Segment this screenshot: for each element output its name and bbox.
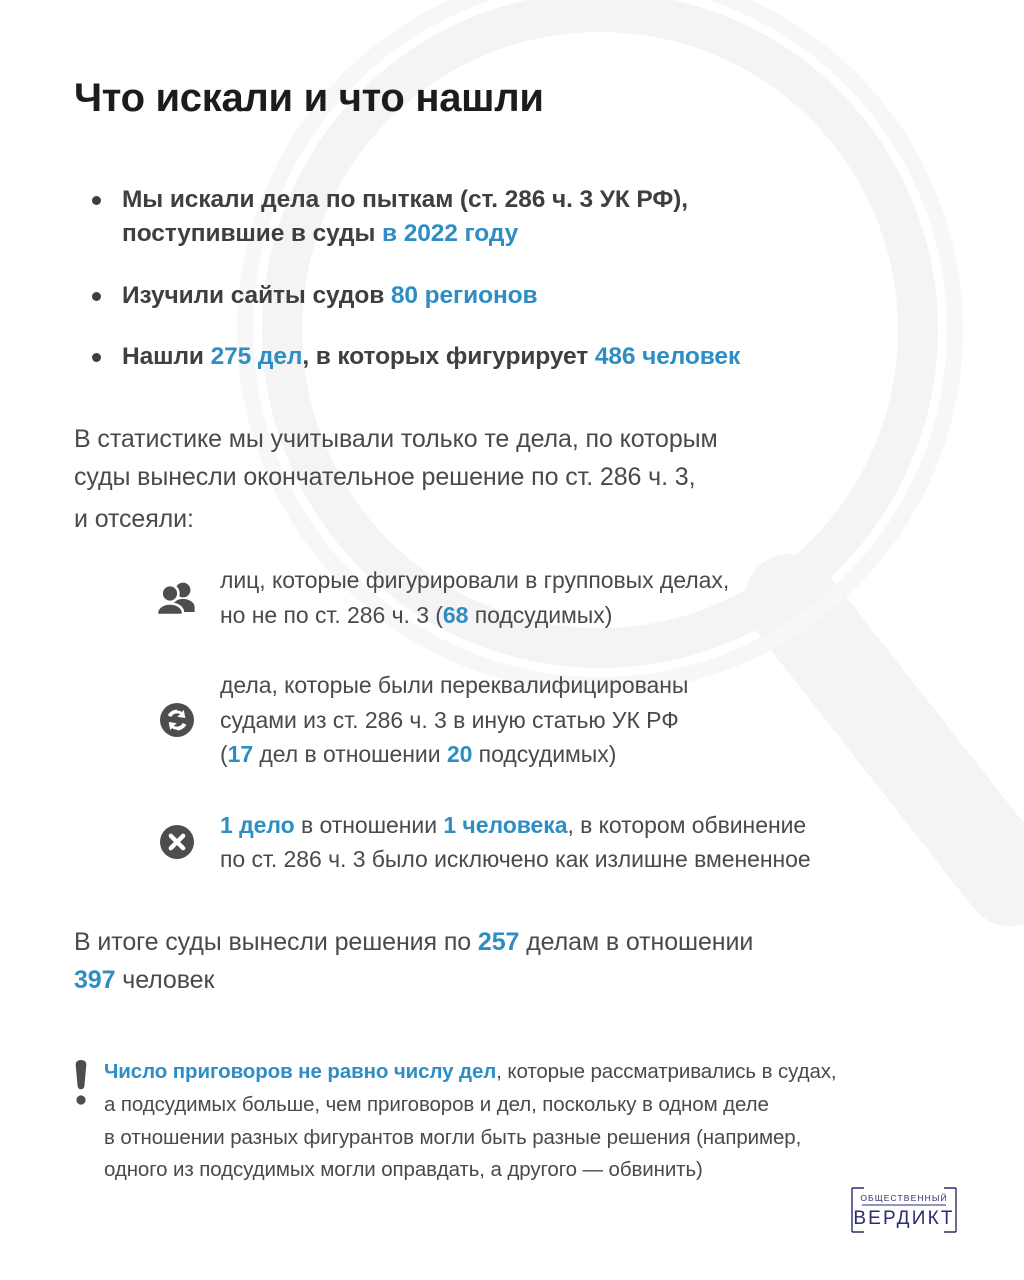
list-item: Нашли 275 дел, в которых фигурирует 486 …: [92, 340, 962, 374]
excluded-item-text: лиц, которые фигурировали в групповых де…: [220, 563, 729, 632]
intro-line-2: суды вынесли окончательное решение по ст…: [74, 463, 696, 491]
footnote-accent: Число приговоров не равно числу дел: [104, 1060, 497, 1083]
bullet-plain-1: Нашли: [122, 343, 211, 371]
bullet-text: Мы искали дела по пыткам (ст. 286 ч. 3 У…: [122, 183, 688, 251]
exc2-line-3-pre: (: [220, 741, 228, 767]
bullet-plain: Изучили сайты судов: [122, 281, 391, 309]
key-facts-list: Мы искали дела по пыткам (ст. 286 ч. 3 У…: [92, 183, 962, 402]
footnote-line-3: в отношении разных фигурантов могли быть…: [104, 1125, 802, 1149]
bullet-plain-2: , в которых фигурирует: [302, 343, 595, 371]
list-item: 1 дело в отношении 1 человека, в котором…: [156, 808, 986, 877]
result-accent-2: 397: [74, 966, 116, 994]
result-post: человек: [115, 966, 215, 994]
bullet-accent-2: 486 человек: [594, 343, 741, 371]
methodology-paragraph: В статистике мы учитывали только те дела…: [74, 420, 974, 538]
circle-x-icon: [156, 824, 198, 860]
bullet-text: Изучили сайты судов 80 регионов: [122, 279, 538, 313]
page-title: Что искали и что нашли: [74, 76, 544, 120]
footnote-text: Число приговоров не равно числу дел, кот…: [104, 1056, 837, 1187]
bullet-dot-icon: [92, 196, 101, 205]
exc1-line-1: лиц, которые фигурировали в групповых де…: [220, 567, 730, 593]
intro-line-1: В статистике мы учитывали только те дела…: [74, 425, 718, 453]
bullet-dot-icon: [92, 353, 101, 363]
result-pre: В итоге суды вынесли решения по: [74, 928, 478, 956]
result-paragraph: В итоге суды вынесли решения по 257 дела…: [74, 923, 974, 999]
bullet-accent: 80 регионов: [390, 281, 538, 309]
exc3-accent-2: 1 человека: [443, 811, 568, 838]
exc1-line-2-post: подсудимых): [468, 601, 613, 628]
exc3-accent-1: 1 дело: [220, 811, 295, 838]
exc1-line-2-accent: 68: [442, 601, 469, 628]
exc2-line-3-accent-1: 17: [227, 741, 254, 767]
organization-logo: ОБЩЕСТВЕННЫЙ ВЕРДИКТ: [848, 1186, 960, 1236]
list-item: лиц, которые фигурировали в групповых де…: [156, 563, 986, 632]
footnote-line-2: а подсудимых больше, чем приговоров и де…: [104, 1092, 769, 1116]
bullet-line-2-accent: в 2022 году: [382, 219, 519, 247]
footnote-line-1-rest: , которые рассматривались в судах,: [496, 1060, 837, 1083]
excluded-item-text: дела, которые были переквалифицированы с…: [220, 668, 688, 772]
exc1-line-2-pre: но не по ст. 286 ч. 3 (: [220, 601, 443, 628]
list-item: Мы искали дела по пыткам (ст. 286 ч. 3 У…: [92, 183, 962, 251]
logo-bottom-word: ВЕРДИКТ: [853, 1208, 954, 1229]
excluded-item-text: 1 дело в отношении 1 человека, в котором…: [220, 808, 811, 877]
exc2-line-1: дела, которые были переквалифицированы: [220, 672, 689, 698]
list-item: дела, которые были переквалифицированы с…: [156, 668, 986, 772]
exc2-line-3-post: подсудимых): [472, 741, 617, 767]
exc2-line-2: судами из ст. 286 ч. 3 в иную статью УК …: [220, 706, 679, 733]
excluded-items-list: лиц, которые фигурировали в групповых де…: [156, 563, 986, 913]
logo-top-word: ОБЩЕСТВЕННЫЙ: [860, 1192, 947, 1203]
exc3-post: , в котором обвинение: [567, 811, 807, 838]
exclamation-mark-icon: [74, 1058, 90, 1119]
bullet-line-1: Мы искали дела по пыткам (ст. 286 ч. 3 У…: [122, 186, 688, 213]
footnote-line-4: одного из подсудимых могли оправдать, а …: [104, 1158, 703, 1182]
refresh-sync-icon: [156, 702, 198, 738]
exc2-line-3-mid: дел в отношении: [253, 741, 447, 767]
footnote: Число приговоров не равно числу дел, кот…: [74, 1056, 974, 1187]
list-item: Изучили сайты судов 80 регионов: [92, 279, 962, 313]
people-group-icon: [156, 581, 198, 615]
bullet-dot-icon: [92, 291, 101, 301]
exc3-line-2: по ст. 286 ч. 3 было исключено как излиш…: [220, 846, 811, 872]
bullet-text: Нашли 275 дел, в которых фигурирует 486 …: [122, 340, 740, 374]
exc3-mid: в отношении: [294, 811, 444, 838]
bullet-accent-1: 275 дел: [210, 343, 303, 371]
exc2-line-3-accent-2: 20: [446, 741, 473, 767]
intro-line-3: и отсеяли:: [74, 505, 194, 533]
bullet-line-2-plain: поступившие в суды: [122, 219, 383, 247]
result-mid: делам в отношении: [519, 928, 754, 956]
result-accent-1: 257: [477, 928, 520, 956]
